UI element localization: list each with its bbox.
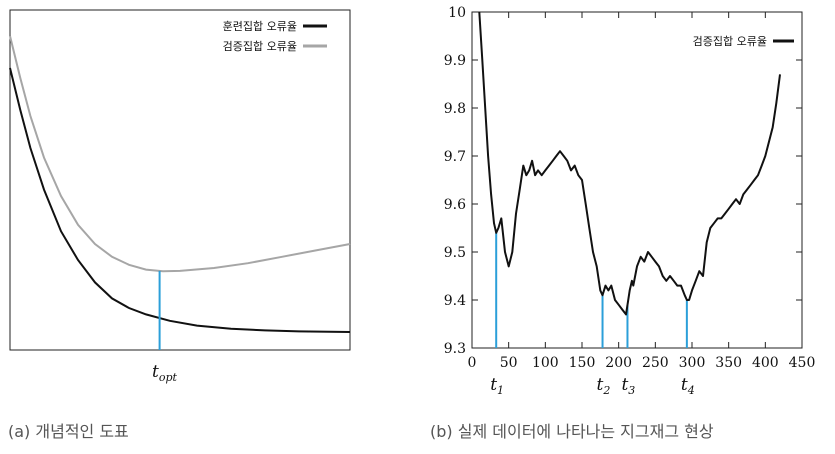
y-tick-label: 9.3 (444, 341, 466, 357)
x-tick-label: 0 (468, 355, 477, 371)
marker-label-t1: t1 (490, 375, 504, 397)
t-opt-subscript: opt (159, 371, 178, 384)
marker-label-t2: t2 (597, 375, 611, 397)
marker-subscript: 2 (602, 384, 610, 397)
t-opt-label: topt (152, 362, 178, 384)
y-tick-label: 9.8 (444, 101, 466, 117)
chart-b-x-axis: 0 50 100 150 200 250 300 350 400 450 (468, 12, 816, 371)
marker-letter: t (621, 375, 628, 395)
chart-b-y-axis: 9.3 9.4 9.5 9.6 9.7 9.8 9.9 10 (444, 5, 802, 357)
chart-b-legend: 검증집합 오류율 (693, 35, 794, 48)
chart-a-frame (9, 9, 351, 351)
y-tick-label: 9.7 (444, 149, 466, 165)
x-tick-label: 100 (532, 355, 559, 371)
validation-error-line (9, 35, 351, 273)
x-tick-label: 200 (605, 355, 632, 371)
x-tick-label: 450 (789, 355, 816, 371)
marker-label-t3: t3 (621, 375, 635, 397)
chart-b-frame (471, 11, 803, 349)
x-tick-label: 50 (500, 355, 518, 371)
marker-letter: t (597, 375, 604, 395)
y-tick-label: 9.4 (444, 293, 466, 309)
caption-a: (a) 개념적인 도표 (8, 422, 129, 441)
y-tick-label: 9.5 (444, 245, 466, 261)
validation-error-line (478, 11, 781, 316)
conceptual-chart-panel: 훈련집합 오류율 검증집합 오류율 topt (a) 개념적인 도표 (8, 9, 351, 441)
x-tick-label: 150 (569, 355, 596, 371)
y-tick-label: 10 (448, 5, 466, 21)
chart-b-marker-labels: t1 t2 t3 t4 (490, 375, 695, 397)
x-tick-label: 300 (679, 355, 706, 371)
legend-a-validation-label: 검증집합 오류율 (223, 40, 297, 53)
marker-letter: t (490, 375, 497, 395)
marker-subscript: 3 (628, 384, 635, 397)
legend-b-validation-label: 검증집합 오류율 (693, 35, 767, 48)
caption-b: (b) 실제 데이터에 나타나는 지그재그 현상 (430, 422, 714, 441)
legend-a-train-label: 훈련집합 오류율 (223, 20, 297, 33)
t-opt-letter: t (152, 362, 159, 382)
marker-letter: t (681, 375, 688, 395)
marker-subscript: 1 (497, 384, 504, 397)
chart-b-markers (495, 232, 688, 348)
x-tick-label: 400 (752, 355, 779, 371)
y-tick-label: 9.9 (444, 53, 466, 69)
x-tick-label: 350 (715, 355, 742, 371)
chart-a-legend: 훈련집합 오류율 검증집합 오류율 (223, 20, 327, 53)
chart-a-series (9, 35, 351, 333)
chart-b-series (478, 11, 781, 316)
y-tick-label: 9.6 (444, 197, 466, 213)
real-data-chart-panel: 9.3 9.4 9.5 9.6 9.7 9.8 9.9 10 0 50 100 150 200 250 3… (430, 5, 815, 441)
train-error-line (9, 67, 351, 333)
marker-label-t4: t4 (681, 375, 695, 397)
marker-subscript: 4 (687, 384, 695, 397)
x-tick-label: 250 (642, 355, 669, 371)
